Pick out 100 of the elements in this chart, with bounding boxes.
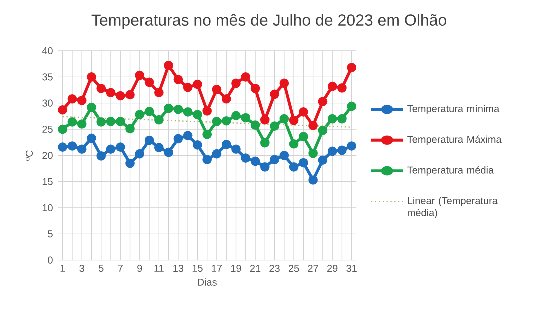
x-tick-label: 21 (250, 265, 261, 272)
point (212, 149, 222, 159)
point (68, 94, 78, 104)
point (154, 143, 164, 152)
y-tick-label: 30 (42, 100, 53, 107)
point (318, 156, 328, 166)
point (318, 126, 328, 136)
point (270, 155, 280, 165)
point (96, 117, 106, 127)
point (77, 96, 87, 106)
point (202, 155, 212, 165)
point (232, 78, 241, 88)
x-tick-label: 7 (118, 265, 123, 272)
point (308, 121, 318, 130)
point (260, 138, 270, 148)
point (68, 117, 78, 127)
legend-label: Temperatura mínima (408, 104, 500, 114)
chart-title: Temperaturas no mês de Julho de 2023 em Olhão (92, 14, 446, 30)
x-tick-label: 25 (288, 265, 300, 272)
point (58, 105, 68, 115)
point (87, 72, 96, 82)
legend-label: Temperatura Máxima (408, 136, 502, 146)
point (77, 144, 87, 154)
point (68, 142, 78, 151)
x-tick-label: 27 (308, 265, 318, 272)
point (154, 115, 164, 125)
point (126, 158, 135, 168)
point (250, 84, 260, 94)
point (280, 150, 290, 160)
point (193, 110, 202, 120)
y-tick-label: 15 (42, 178, 53, 186)
x-tick-label: 19 (231, 265, 242, 272)
x-tick-label: 15 (192, 265, 203, 272)
point (280, 78, 290, 88)
point (347, 102, 357, 112)
point (232, 144, 241, 154)
x-tick-label: 23 (270, 265, 280, 272)
point (77, 120, 87, 129)
point (289, 116, 299, 126)
point (87, 134, 96, 144)
x-tick-label: 13 (174, 265, 184, 272)
y-tick-label: 0 (48, 256, 53, 264)
point (222, 94, 232, 104)
y-tick-label: 40 (42, 47, 53, 55)
point (106, 88, 116, 98)
point (260, 162, 270, 172)
point (212, 85, 222, 94)
point (144, 107, 154, 116)
point (116, 142, 126, 152)
point (183, 131, 193, 140)
point (164, 148, 174, 158)
point (289, 139, 299, 149)
y-tick-label: 25 (42, 126, 53, 134)
point (174, 104, 184, 114)
point (222, 140, 232, 150)
point (299, 158, 308, 168)
legend-label: Linear (Temperatura média) (408, 197, 498, 218)
point (96, 84, 106, 94)
point (250, 156, 260, 166)
point (318, 97, 328, 106)
point (328, 82, 338, 92)
point (241, 113, 251, 123)
point (144, 136, 154, 146)
x-axis-title: Dias (198, 278, 217, 286)
point (338, 83, 347, 93)
point (241, 154, 251, 163)
point (154, 88, 164, 98)
point (308, 148, 318, 158)
point (280, 114, 290, 124)
point (202, 130, 212, 140)
x-tick-label: 31 (346, 265, 357, 272)
point (87, 102, 96, 112)
point (183, 108, 193, 117)
x-tick-label: 17 (212, 265, 222, 272)
point (260, 115, 270, 125)
point (250, 120, 260, 130)
x-tick-label: 29 (328, 265, 338, 272)
point (212, 116, 222, 126)
point (164, 60, 174, 70)
point (338, 146, 347, 156)
point (347, 142, 357, 151)
point (299, 108, 308, 117)
point (193, 80, 202, 90)
point (164, 104, 174, 114)
point (338, 114, 347, 124)
x-tick-label: 11 (154, 265, 164, 272)
point (135, 70, 145, 80)
legend-label: Temperatura média (408, 166, 494, 176)
point (126, 124, 135, 134)
point (144, 78, 154, 88)
y-tick-label: 35 (42, 74, 53, 81)
y-tick-label: 5 (48, 230, 53, 238)
x-tick-label: 5 (98, 265, 104, 272)
point (106, 116, 116, 126)
point (116, 91, 126, 101)
point (270, 122, 280, 132)
point (135, 110, 145, 120)
point (58, 124, 68, 134)
x-tick-label: 3 (80, 265, 84, 272)
point (308, 176, 318, 185)
